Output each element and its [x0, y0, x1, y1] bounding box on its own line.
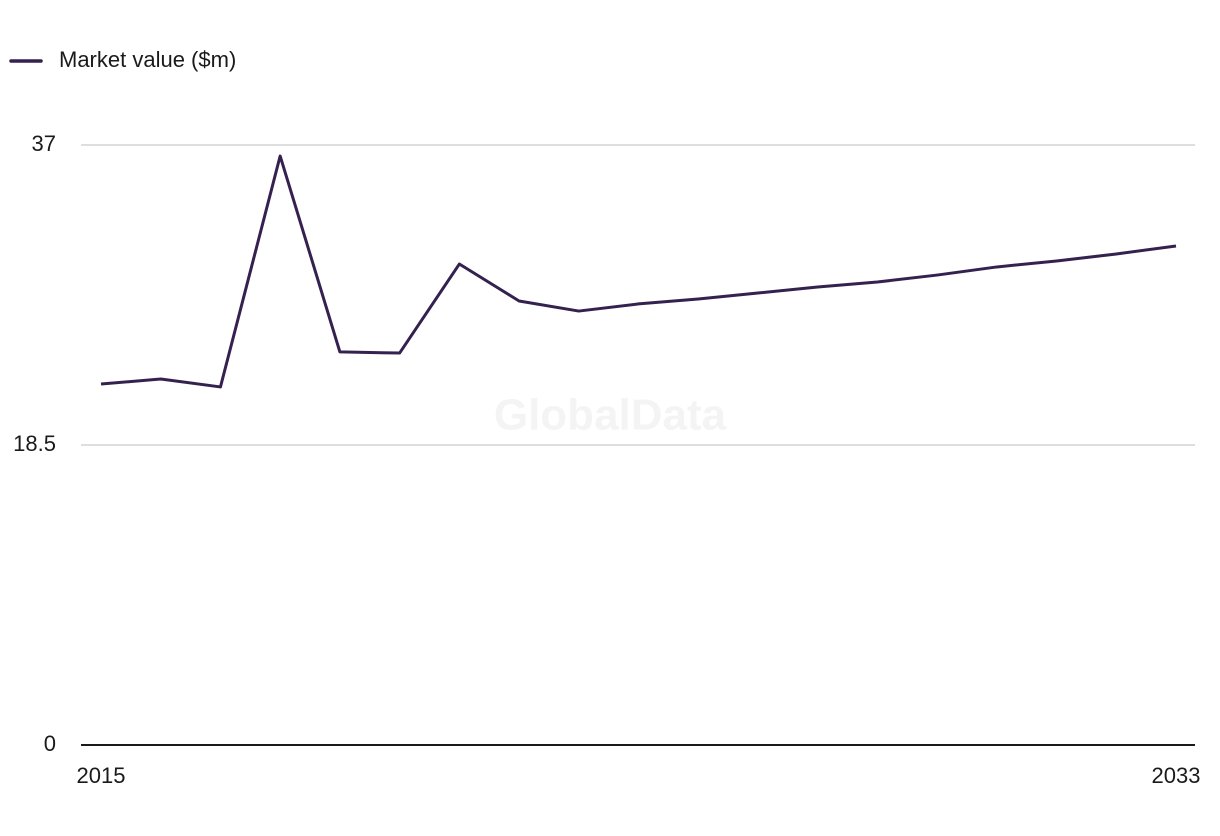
x-tick-label: 2015 — [77, 763, 126, 788]
y-tick-label: 18.5 — [13, 431, 56, 456]
data-line — [100, 154, 1177, 389]
watermark: GlobalData — [494, 391, 727, 440]
legend-label: Market value ($m) — [59, 47, 236, 72]
y-tick-label: 0 — [44, 731, 56, 756]
y-tick-label: 37 — [32, 131, 56, 156]
x-tick-label: 2033 — [1152, 763, 1201, 788]
